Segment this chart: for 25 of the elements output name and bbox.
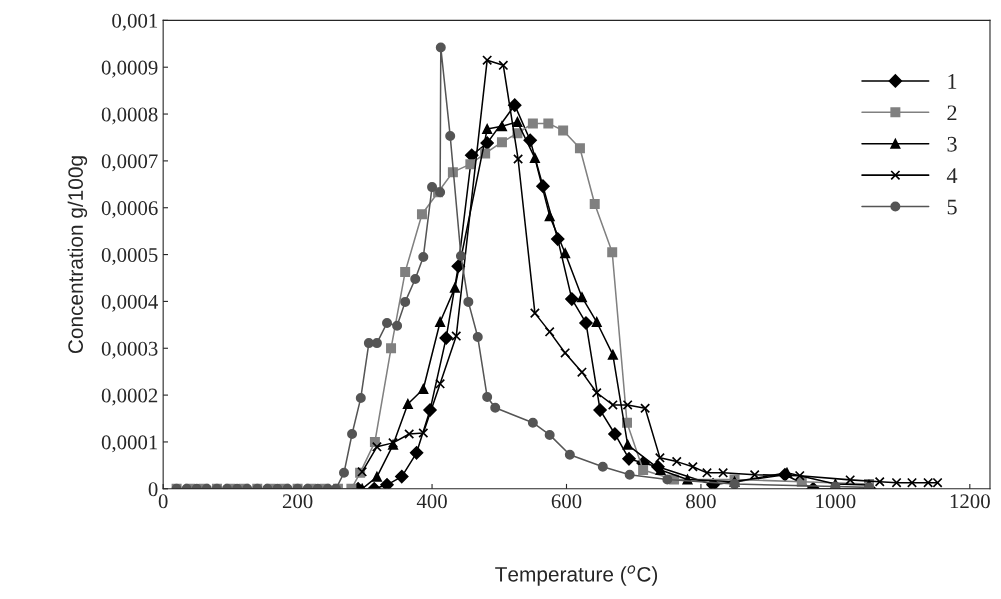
y-tick-label: 0,0008: [101, 107, 158, 125]
y-axis-title: Concentration g/100g: [67, 156, 88, 354]
x-tick-label: 200: [282, 494, 313, 509]
legend-label: 1: [948, 74, 957, 89]
y-tick-label: 0,0009: [101, 60, 158, 78]
x-tick-label: 600: [551, 494, 582, 509]
y-tick-label: 0,0002: [101, 388, 158, 406]
y-tick-label: 0,0006: [101, 201, 158, 219]
y-tick-label: 0,0003: [101, 341, 158, 359]
y-tick-label: 0,001: [112, 13, 158, 31]
x-tick-label: 400: [416, 494, 447, 509]
legend-label: 2: [947, 105, 957, 121]
y-tick-label: 0,0001: [101, 435, 158, 453]
x-axis-title: Temperature ($^{o}$C): [495, 565, 658, 586]
y-tick-label: 0,0004: [101, 294, 158, 312]
y-tick-label: 0: [148, 482, 158, 497]
legend-label: 3: [947, 136, 957, 152]
x-tick-label: 800: [686, 494, 716, 509]
x-tick-label: 1200: [950, 494, 990, 509]
y-tick-label: 0,0007: [101, 154, 158, 172]
x-tick-label: 1000: [816, 494, 856, 509]
x-tick-label: 0: [158, 494, 168, 509]
y-tick-label: 0,0005: [101, 247, 158, 266]
legend-label: 4: [946, 168, 958, 183]
legend-label: 5: [947, 199, 957, 215]
